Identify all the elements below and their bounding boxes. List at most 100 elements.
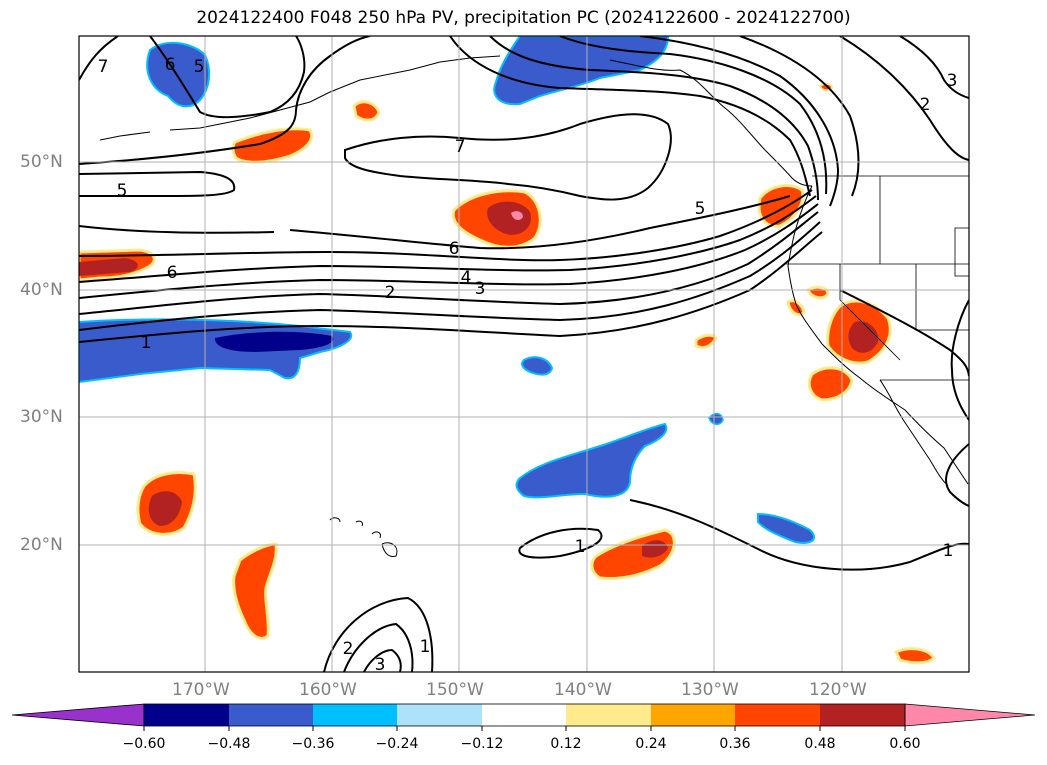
coastlines [99,55,969,557]
pv-contour-e-us [839,289,969,377]
pv-label: 2 [920,95,931,115]
colorbar-segment [313,704,397,726]
pv-contour-nw-7 [79,36,119,81]
colorbar-segment [397,704,482,726]
aleutian-chain [99,55,501,141]
pv-contour-gulf-2 [489,36,819,201]
colorbar-tick-label: −0.24 [375,736,419,752]
lat-label-40n: 40°N [20,280,63,300]
lat-label-20n: 20°N [20,535,63,555]
pv-contour-ne-3 [899,36,969,99]
colorbar-segment [229,704,313,726]
pv-contour-ne-2 [839,36,969,161]
baja-california [879,379,949,487]
lon-label-130w: 130°W [681,680,739,700]
pv-contour-se-1b [945,443,969,507]
pv-label: 5 [194,57,205,77]
precip-negative-areas [79,36,815,544]
colorbar-segment [144,704,229,726]
precip-core-west-positive [79,258,138,276]
pv-contour-s-2 [343,622,414,672]
colorbar-tick-label: −0.60 [122,736,166,752]
us-state-border-5 [954,227,969,277]
pv-contour-5-west [79,170,236,197]
precip-blob-mexico-positive [893,647,936,665]
pv-label: 3 [475,279,486,299]
precip-blob-baja-negative [757,512,815,544]
pv-contour-gulf-5 [739,36,860,197]
colorbar-segment [820,704,905,726]
us-state-border-3 [839,264,901,361]
pv-label: 6 [165,55,176,75]
lon-label-170w: 170°W [172,680,230,700]
map-area [79,36,969,672]
lon-label-140w: 140°W [554,680,612,700]
pv-contour-subtrop-1 [518,527,603,559]
graticule [79,36,969,672]
pv-contour-gulf-3 [559,36,828,195]
pv-label: 3 [947,71,958,91]
colorbar-tick-label: 0.60 [889,736,921,752]
precip-blob-small-n-positive [352,100,381,122]
lon-label-150w: 150°W [426,680,484,700]
precip-positive-areas [79,82,936,665]
pv-contour-labels: 7 6 5 5 7 5 6 4 3 2 6 1 1 2 3 1 2 3 1 [98,55,958,675]
map-frame [78,35,970,673]
colorbar-extend-left [11,703,145,727]
colorbar-segment [651,704,735,726]
precip-core-hawaii-nw-positive [148,491,182,526]
precip-blob-aleutian-negative [146,41,211,108]
colorbar-ticks [143,726,906,731]
pv-label: 5 [695,199,706,219]
precip-core-mid-pacific-positive [487,201,531,235]
precip-blob-small-negative [521,356,554,376]
colorbar-tick-label: 0.24 [635,736,667,752]
alaska-coast [609,59,813,187]
precip-blob-n-pacific-positive [231,127,314,164]
colorbar-tick-label: 0.48 [804,736,836,752]
pv-contour-se-1 [629,499,969,571]
pv-contour-band-5 [79,221,821,331]
pv-contour-nw-6 [149,36,306,119]
pv-label: 3 [375,655,386,675]
pv-label: 6 [449,239,460,259]
colorbar-frame [143,703,906,727]
pv-contour-band-6 [79,231,823,343]
precip-blob-small-ca-1-positive [806,285,830,300]
colorbar-tick-label: 0.12 [550,736,582,752]
pv-label: 7 [455,137,466,157]
pv-contour-band-3 [79,203,819,299]
figure-title: 2024122400 F048 250 hPa PV, precipitatio… [196,8,851,28]
pv-label: 2 [343,639,354,659]
pv-label: 4 [461,268,472,288]
pv-contour-7-north [344,113,672,201]
pv-label: 1 [575,537,586,557]
pv-contour-gulf-4 [639,36,840,207]
pv-label: 6 [167,263,178,283]
lon-label-120w: 120°W [809,680,867,700]
colorbar-segment [482,704,566,726]
pv-contour-band-1 [79,189,813,262]
precip-blob-w-pacific-negative [79,318,353,384]
precip-dot-negative [708,412,724,425]
pv-contours [79,36,969,672]
pv-contour-band-4 [79,211,819,315]
lat-label-50n: 50°N [20,152,63,172]
colorbar-segment [735,704,820,726]
pv-label: 1 [943,541,954,561]
pv-contour-6-mid [79,195,791,250]
pv-contour-s-1 [323,596,434,672]
pv-contour-gulf-1 [449,36,811,197]
precip-max-mid-pacific-positive [511,211,523,221]
precip-blob-small-mid-positive [694,333,718,350]
precip-blob-central-negative [515,422,668,499]
colorbar-tick-label: −0.48 [207,736,251,752]
pv-contour-e-us-2 [950,299,969,421]
hawaii-islands [329,517,398,557]
pv-contour-w-5 [79,36,371,165]
precip-blob-socal-positive [807,366,854,402]
colorbar-tick-label: −0.36 [291,736,335,752]
pacific-nw-coast [787,185,969,485]
precip-core-negative [214,331,334,352]
